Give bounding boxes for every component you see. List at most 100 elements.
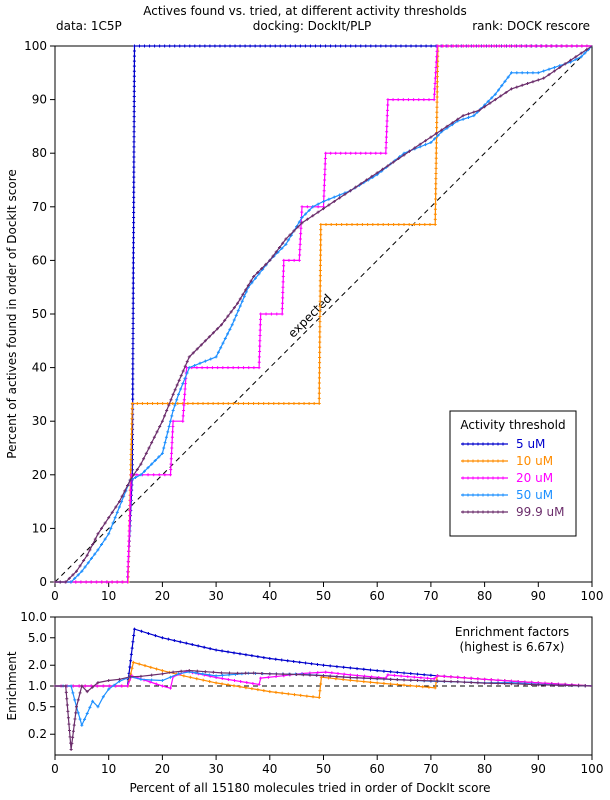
main-series-5-um-point <box>132 94 136 98</box>
enrichment-series-5-um-point <box>127 671 131 675</box>
enrichment-series-20-um-point <box>274 675 278 679</box>
main-x-tick-label: 50 <box>316 589 331 603</box>
enrichment-series-20-um-point <box>266 675 270 679</box>
main-series-99-9-um-point <box>147 446 151 450</box>
enrichment-series-50-um-point <box>168 675 172 679</box>
main-series-50-um-point <box>429 140 433 144</box>
enrichment-series-5-um-point <box>280 658 284 662</box>
main-series-10-um-point <box>262 402 266 406</box>
main-series-10-um-point <box>318 269 322 273</box>
enrichment-series-10-um-point <box>256 688 260 692</box>
main-series-5-um-point <box>131 342 135 346</box>
main-series-10-um-point <box>272 402 276 406</box>
main-series-99-9-um-point <box>173 388 177 392</box>
enrichment-series-50-um-point <box>112 683 116 687</box>
main-series-99-9-um-point <box>277 246 281 250</box>
main-y-tick-label: 20 <box>32 468 47 482</box>
enrichment-series-20-um-point <box>257 683 261 687</box>
main-series-10-um-point <box>129 442 133 446</box>
main-series-99-9-um-point <box>364 178 368 182</box>
main-series-10-um-point <box>435 69 439 73</box>
main-series-5-um-point <box>132 115 136 119</box>
main-series-20-um-point <box>257 360 261 364</box>
enrichment-series-99-9-um-point <box>322 674 325 678</box>
enrichment-series-99-9-um-point <box>422 679 426 683</box>
chart-title: Actives found vs. tried, at different ac… <box>143 4 466 18</box>
enrichment-series-10-um-point <box>208 679 212 683</box>
legend-swatch-point <box>466 442 470 446</box>
main-series-50-um-point <box>166 430 170 434</box>
legend-swatch-point <box>491 442 495 446</box>
main-series-10-um-point <box>318 320 322 324</box>
enrichment-series-5-um-point <box>415 672 419 676</box>
main-series-50-um-point <box>226 332 230 336</box>
main-series-5-um-point <box>288 44 292 48</box>
main-series-20-um-point <box>281 285 285 289</box>
main-series-5-um-point <box>131 296 135 300</box>
main-series-20-um-point <box>334 151 338 155</box>
main-series-50-um-point <box>542 69 546 73</box>
enrichment-series-50-um-point <box>91 699 95 703</box>
main-series-10-um-point <box>282 402 286 406</box>
main-series-10-um-point <box>318 350 322 354</box>
enrichment-series-99-9-um-point <box>516 682 520 686</box>
main-series-20-um-point <box>281 280 285 284</box>
main-series-20-um-point <box>127 544 131 548</box>
main-series-20-um-point <box>280 301 284 305</box>
enrichment-series-20-um-point <box>251 682 255 686</box>
enrichment-series-10-um-point <box>244 686 248 690</box>
enrichment-series-10-um-point <box>137 662 141 666</box>
main-series-20-um-point <box>354 151 358 155</box>
main-series-20-um-point <box>257 366 261 370</box>
enrichment-series-5-um-point <box>244 653 248 657</box>
enrichment-series-99-9-um-point <box>462 680 466 684</box>
main-series-20-um-point <box>433 87 437 91</box>
main-series-50-um-point <box>461 117 465 121</box>
main-series-20-um-point <box>422 98 426 102</box>
main-series-99-9-um-point <box>150 441 154 445</box>
enrichment-series-99-9-um-point <box>382 677 386 681</box>
enrichment-series-99-9-um-point <box>315 673 319 677</box>
enrichment-series-20-um-point <box>239 680 243 684</box>
enrichment-series-20-um-point <box>119 684 123 688</box>
main-series-20-um-point <box>182 398 186 402</box>
main-series-10-um-point <box>319 243 323 247</box>
main-series-20-um-point <box>182 403 186 407</box>
main-series-99-9-um-point <box>171 392 175 396</box>
enrichment-series-99-9-um-point <box>74 705 78 709</box>
main-series-50-um-point <box>73 576 77 580</box>
main-series-10-um-point <box>334 222 338 226</box>
main-series-99-9-um-point <box>579 51 583 55</box>
enrichment-series-10-um-point <box>143 664 147 668</box>
main-series-50-um-point <box>113 516 117 520</box>
legend-swatch-point <box>501 476 505 480</box>
main-series-20-um-point <box>528 44 532 48</box>
main-series-20-um-point <box>292 258 296 262</box>
enrichment-series-99-9-um-point <box>268 672 272 676</box>
main-series-10-um-point <box>156 402 160 406</box>
main-series-5-um-point <box>419 44 423 48</box>
main-series-99-9-um-point <box>493 98 497 102</box>
main-series-99-9-um-point <box>574 55 578 59</box>
enrichment-series-99-9-um-point <box>503 682 507 686</box>
main-series-20-um-point <box>171 425 175 429</box>
main-series-20-um-point <box>146 473 150 477</box>
main-series-5-um-point <box>132 59 136 63</box>
main-series-5-um-point <box>132 44 136 48</box>
main-series-5-um-point <box>223 44 227 48</box>
main-series-10-um-point <box>434 187 438 191</box>
main-series-5-um-point <box>132 64 136 68</box>
main-series-20-um-point <box>231 366 235 370</box>
main-series-99-9-um-point <box>181 369 185 373</box>
enrichment-series-99-9-um-point <box>74 711 78 715</box>
main-series-5-um-point <box>394 44 398 48</box>
main-series-10-um-point <box>130 417 134 421</box>
enrichment-series-99-9-um-point <box>375 677 379 681</box>
main-series-99-9-um-point <box>169 398 173 402</box>
enrichment-series-99-9-um-point <box>523 682 527 686</box>
legend-swatch-point <box>496 442 500 446</box>
main-series-20-um-point <box>282 258 286 262</box>
main-series-5-um-point <box>132 140 136 144</box>
main-series-5-um-point <box>132 185 136 189</box>
main-series-10-um-point <box>434 141 438 145</box>
